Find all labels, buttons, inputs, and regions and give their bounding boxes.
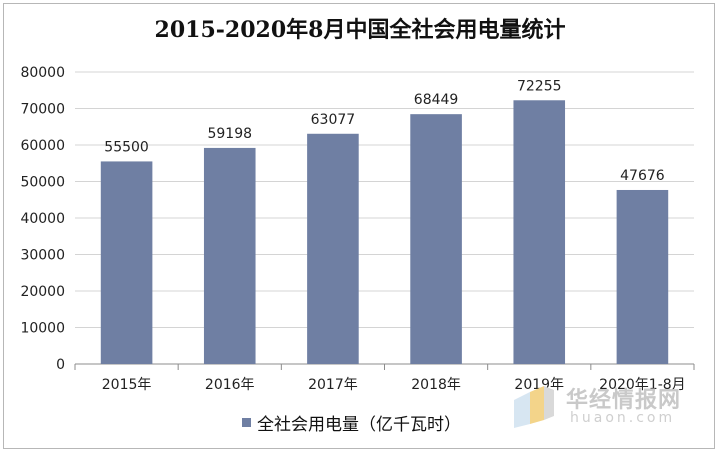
y-tick-label: 40000 [20, 211, 65, 227]
chart-title: 2015-2020年8月中国全社会用电量统计 [154, 17, 566, 43]
y-tick-label: 70000 [20, 102, 65, 118]
bar [307, 133, 359, 364]
y-tick-label: 80000 [20, 65, 65, 81]
data-label: 47676 [620, 168, 665, 184]
watermark-logo-icon [514, 386, 554, 428]
bar [513, 100, 566, 364]
x-tick-label: 2019年 [514, 377, 564, 393]
legend-label: 全社会用电量（亿千瓦时） [257, 414, 461, 435]
y-tick-label: 30000 [20, 248, 65, 264]
data-label: 55500 [104, 139, 149, 155]
bar [100, 161, 153, 364]
y-tick-label: 0 [56, 357, 65, 373]
x-tick-label: 2016年 [205, 377, 255, 393]
data-label: 59198 [207, 126, 252, 142]
watermark: 华经情报网 huaon.com [512, 380, 712, 432]
watermark-text: 华经情报网 [566, 388, 682, 413]
bar [616, 189, 669, 364]
x-tick-label: 2020年1-8月 [599, 377, 686, 393]
data-label: 63077 [311, 112, 356, 128]
legend-swatch [242, 417, 251, 427]
x-tick-label: 2018年 [411, 377, 461, 393]
y-tick-label: 60000 [20, 138, 65, 154]
chart-legend: 全社会用电量（亿千瓦时） [242, 412, 461, 435]
y-tick-label: 20000 [20, 284, 65, 300]
y-tick-label: 50000 [20, 175, 65, 191]
y-tick-label: 10000 [20, 321, 65, 337]
bar [203, 147, 256, 364]
watermark-subtext: huaon.com [570, 410, 676, 426]
data-label: 72255 [517, 78, 562, 94]
bar [410, 114, 462, 364]
data-label: 68449 [414, 92, 459, 108]
x-tick-label: 2017年 [308, 377, 358, 393]
x-tick-label: 2015年 [102, 377, 152, 393]
